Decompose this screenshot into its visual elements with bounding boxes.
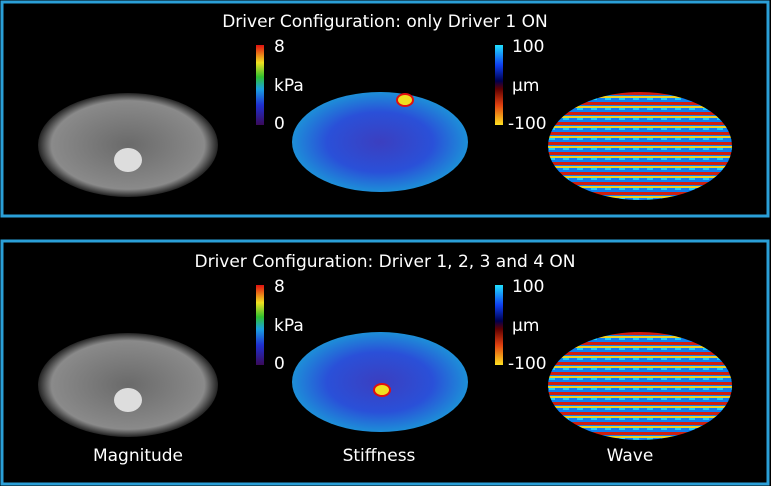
stiffness-min: 0 (274, 354, 285, 374)
panel-border (0, 239, 770, 486)
panel-title: Driver Configuration: Driver 1, 2, 3 and… (194, 252, 575, 272)
wave-colorbar (495, 285, 503, 365)
stiffness-image (292, 332, 468, 432)
panel-title: Driver Configuration: only Driver 1 ON (222, 12, 548, 32)
spine (114, 388, 142, 412)
stiffness-unit: kPa (274, 316, 304, 336)
stiffness-min: 0 (274, 114, 285, 134)
wave-image (548, 332, 732, 440)
spine (114, 148, 142, 172)
column-label: Stiffness (343, 446, 416, 466)
stiffness-max: 8 (274, 37, 285, 57)
stiffness-max: 8 (274, 277, 285, 297)
wave-unit: µm (512, 76, 539, 96)
wave-colorbar (495, 45, 503, 125)
panel: Driver Configuration: Driver 1, 2, 3 and… (0, 239, 770, 486)
wave-image (548, 92, 732, 200)
stiffness-unit: kPa (274, 76, 304, 96)
stiffness-spot (396, 93, 414, 107)
wave-max: 100 (512, 37, 544, 57)
magnitude-image (38, 333, 218, 437)
wave-unit: µm (512, 316, 539, 336)
column-label: Magnitude (93, 446, 183, 466)
stiffness-colorbar (256, 285, 264, 365)
stiffness-colorbar (256, 45, 264, 125)
wave-min: -100 (508, 114, 547, 134)
column-label: Wave (607, 446, 654, 466)
stiffness-spot (373, 383, 391, 397)
magnitude-image (38, 93, 218, 197)
wave-max: 100 (512, 277, 544, 297)
stiffness-image (292, 92, 468, 192)
wave-min: -100 (508, 354, 547, 374)
panel-border (0, 0, 770, 218)
panel: Driver Configuration: only Driver 1 ON 8 k… (0, 0, 770, 218)
